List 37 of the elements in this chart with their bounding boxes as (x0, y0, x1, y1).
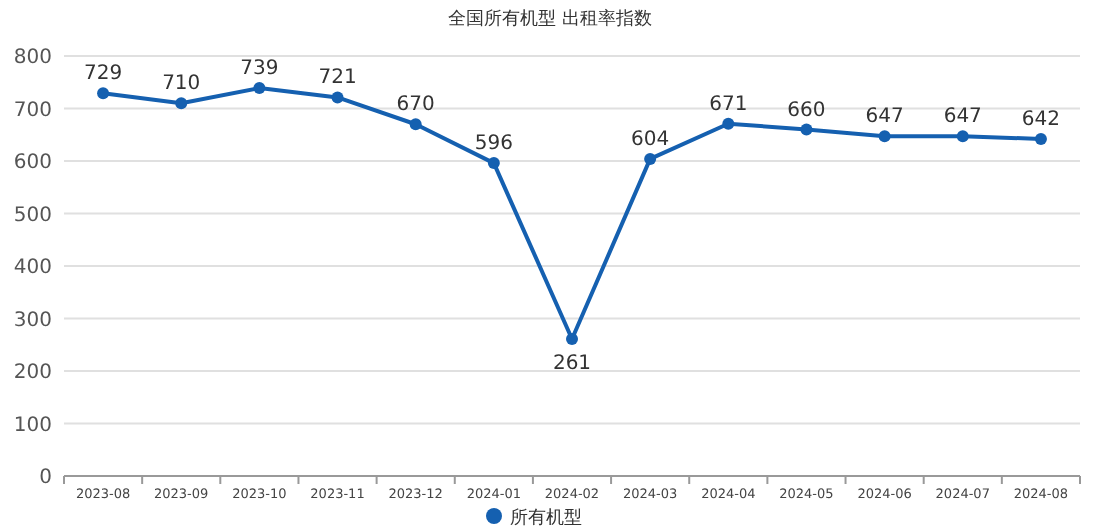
point (566, 332, 578, 345)
point (409, 118, 422, 131)
data-label: 647 (943, 106, 982, 129)
data-label: 670 (396, 94, 435, 117)
y-tick-label: 500 (13, 204, 52, 227)
data-label: 671 (709, 93, 748, 116)
point (253, 82, 266, 95)
data-label: 261 (552, 352, 592, 375)
y-tick-label: 600 (13, 152, 52, 174)
point (644, 152, 657, 165)
y-tick-label: 800 (13, 47, 52, 69)
data-label: 739 (240, 58, 279, 81)
y-tick-label: 400 (13, 257, 52, 279)
point (331, 91, 344, 104)
y-tick-label: 0 (39, 467, 52, 489)
y-tick-label: 200 (13, 362, 52, 384)
data-label: 596 (474, 133, 513, 156)
data-label: 721 (318, 67, 357, 90)
point (956, 130, 969, 143)
data-label: 729 (83, 63, 123, 86)
point (722, 117, 735, 130)
point (175, 97, 188, 110)
data-label: 647 (865, 106, 904, 129)
data-label: 660 (787, 99, 826, 122)
data-label: 642 (1021, 108, 1061, 131)
point (1034, 132, 1047, 145)
point (97, 87, 110, 100)
chart-title: 全国所有机型 出租率指数 (448, 8, 652, 30)
y-tick-label: 100 (13, 414, 52, 437)
y-tick-label: 300 (13, 309, 52, 332)
data-label: 710 (162, 73, 201, 96)
point (878, 130, 891, 143)
data-label: 604 (631, 128, 670, 151)
y-tick-label: 700 (13, 99, 52, 122)
point (800, 123, 813, 136)
legend-label: 所有机型 (510, 507, 582, 529)
point (487, 157, 500, 170)
